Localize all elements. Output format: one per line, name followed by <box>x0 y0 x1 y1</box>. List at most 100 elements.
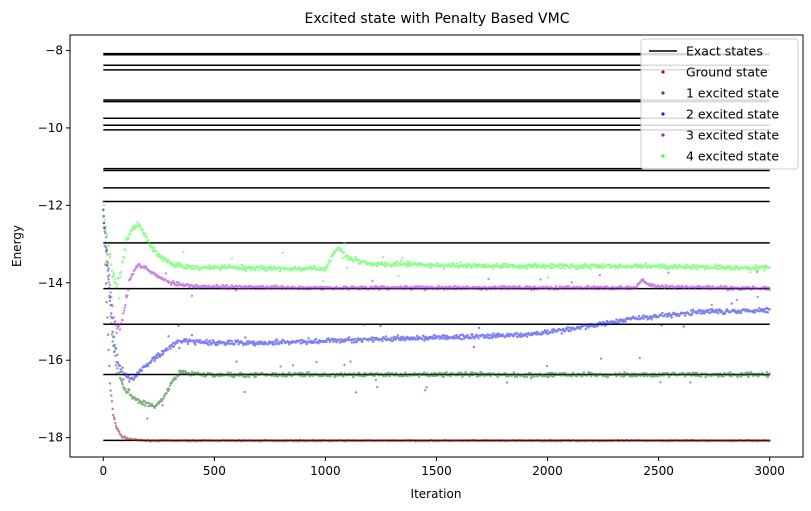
data-point <box>525 335 529 338</box>
data-point <box>358 258 361 262</box>
data-point <box>440 372 443 375</box>
data-point <box>735 298 739 302</box>
data-point <box>307 370 310 374</box>
data-point <box>207 343 210 347</box>
data-point <box>729 371 732 374</box>
data-point <box>460 371 463 374</box>
data-point <box>546 276 549 279</box>
data-point <box>374 378 378 382</box>
data-point <box>119 275 122 278</box>
data-point <box>579 327 582 330</box>
data-point <box>270 374 274 378</box>
data-point <box>768 372 771 375</box>
data-point <box>546 329 549 332</box>
data-point <box>598 274 601 277</box>
data-point <box>745 373 749 377</box>
data-point <box>320 374 323 378</box>
data-point <box>229 371 232 374</box>
data-point <box>114 320 117 323</box>
data-point <box>144 232 147 235</box>
data-point <box>659 381 662 384</box>
data-point <box>436 262 439 265</box>
data-point <box>739 311 743 314</box>
data-point <box>116 367 119 370</box>
data-point <box>372 340 375 343</box>
data-point <box>740 371 743 375</box>
data-point <box>703 372 707 375</box>
data-point <box>491 267 495 270</box>
data-point <box>608 323 611 326</box>
data-point <box>376 385 379 389</box>
data-point <box>394 371 398 375</box>
data-point <box>496 375 499 379</box>
data-point <box>116 283 119 286</box>
data-point <box>102 221 106 225</box>
data-point <box>188 286 192 289</box>
data-point <box>110 295 113 298</box>
data-point <box>426 372 429 375</box>
data-point <box>240 263 244 267</box>
data-point <box>582 371 585 374</box>
data-point <box>299 374 302 378</box>
data-point <box>695 371 699 375</box>
data-point <box>119 368 122 371</box>
data-point <box>177 324 180 327</box>
data-point <box>557 265 561 268</box>
data-point <box>248 375 251 378</box>
data-point <box>644 262 647 265</box>
data-point <box>192 373 195 377</box>
data-point <box>581 374 584 378</box>
data-point <box>765 373 768 377</box>
data-point <box>487 277 490 281</box>
data-point <box>352 341 356 344</box>
data-point <box>106 234 109 238</box>
data-point <box>563 371 567 375</box>
data-point <box>104 263 107 266</box>
data-point <box>124 372 128 376</box>
data-point <box>124 436 127 439</box>
data-point <box>421 338 424 341</box>
data-point <box>153 406 156 410</box>
data-point <box>342 251 346 254</box>
data-point <box>528 374 531 377</box>
data-point <box>539 278 542 281</box>
data-point <box>105 232 108 235</box>
data-point <box>288 371 291 374</box>
data-point <box>621 373 625 376</box>
data-point <box>721 375 725 378</box>
data-point <box>442 375 445 379</box>
data-point <box>307 337 310 340</box>
data-point <box>115 331 118 335</box>
plot-area <box>102 52 771 443</box>
data-point <box>110 322 113 325</box>
data-point <box>190 334 194 337</box>
data-point <box>666 372 669 375</box>
data-point <box>596 288 599 291</box>
series-3 <box>102 215 771 383</box>
data-point <box>650 318 653 321</box>
data-point <box>709 287 713 290</box>
data-point <box>606 375 609 379</box>
data-point <box>122 378 125 381</box>
data-point <box>625 266 628 270</box>
data-point <box>219 268 222 272</box>
data-point <box>376 264 380 267</box>
data-point <box>235 360 238 363</box>
data-point <box>397 274 400 278</box>
data-point <box>111 407 114 411</box>
data-point <box>128 232 132 235</box>
data-point <box>349 360 352 363</box>
data-point <box>225 284 228 287</box>
data-point <box>570 281 573 284</box>
data-point <box>523 374 527 378</box>
data-point <box>651 375 655 378</box>
data-point <box>110 333 114 336</box>
data-point <box>250 268 253 271</box>
data-point <box>324 268 328 271</box>
data-point <box>120 381 124 384</box>
data-point <box>394 264 397 267</box>
data-point <box>544 373 547 376</box>
data-point <box>363 323 366 326</box>
data-point <box>252 373 256 376</box>
data-point <box>205 374 208 377</box>
